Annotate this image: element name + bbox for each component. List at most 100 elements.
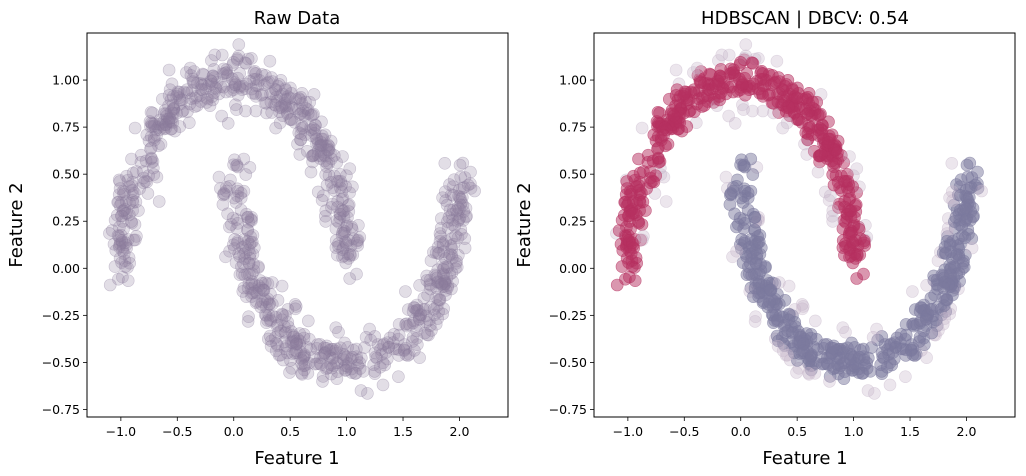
scatter-point xyxy=(297,349,311,363)
scatter-point xyxy=(748,281,762,295)
scatter-point xyxy=(247,257,260,271)
scatter-point xyxy=(248,241,261,255)
scatter-point xyxy=(455,228,468,241)
scatter-point xyxy=(412,304,425,317)
scatter-point xyxy=(337,210,351,224)
scatter-point xyxy=(440,271,454,285)
scatter-point xyxy=(289,338,303,351)
scatter-point xyxy=(183,97,197,111)
scatter-point xyxy=(332,240,345,253)
scatter-point xyxy=(207,63,221,76)
scatter-point xyxy=(223,244,236,258)
scatter-point xyxy=(346,343,360,357)
scatter-point xyxy=(276,308,290,322)
scatter-point xyxy=(164,115,178,129)
scatter-point xyxy=(264,287,277,301)
scatter-point xyxy=(296,351,310,365)
scatter-point xyxy=(230,103,243,116)
scatter-point xyxy=(367,358,381,372)
scatter-point xyxy=(260,97,273,110)
scatter-point xyxy=(726,85,740,99)
scatter-point xyxy=(727,66,740,79)
scatter-point xyxy=(284,336,298,349)
scatter-point xyxy=(417,291,431,305)
scatter-point xyxy=(965,241,979,255)
scatter-point xyxy=(298,348,311,362)
scatter-point xyxy=(113,237,127,251)
scatter-point xyxy=(308,118,322,132)
scatter-point xyxy=(335,193,349,206)
scatter-point xyxy=(129,195,143,209)
scatter-point xyxy=(348,367,362,380)
scatter-point xyxy=(181,86,194,100)
scatter-point xyxy=(162,89,176,102)
scatter-point xyxy=(790,366,803,379)
scatter-point xyxy=(116,204,130,217)
scatter-point xyxy=(252,279,266,293)
scatter-point xyxy=(246,247,260,261)
scatter-point xyxy=(669,63,683,77)
scatter-point xyxy=(709,79,723,92)
scatter-point xyxy=(335,229,349,242)
scatter-point xyxy=(433,235,447,248)
scatter-point xyxy=(427,302,441,316)
scatter-point xyxy=(371,338,385,351)
scatter-point xyxy=(310,136,323,150)
scatter-point xyxy=(190,89,203,103)
scatter-point xyxy=(458,171,472,184)
scatter-point xyxy=(399,285,412,298)
scatter-point xyxy=(293,93,307,106)
scatter-point xyxy=(173,93,187,107)
scatter-point xyxy=(436,237,450,250)
scatter-point xyxy=(241,235,255,248)
scatter-point xyxy=(271,339,284,352)
scatter-point xyxy=(204,74,218,87)
scatter-point xyxy=(143,115,157,128)
scatter-point xyxy=(289,302,302,316)
scatter-point xyxy=(756,104,770,118)
scatter-point xyxy=(239,246,252,260)
scatter-point xyxy=(219,66,232,80)
scatter-point xyxy=(257,284,271,297)
scatter-point xyxy=(234,191,248,205)
scatter-point xyxy=(397,344,411,357)
scatter-point xyxy=(245,82,258,96)
scatter-point xyxy=(438,157,452,170)
scatter-point xyxy=(229,256,243,270)
scatter-point xyxy=(264,95,278,109)
scatter-point xyxy=(227,191,241,205)
scatter-point xyxy=(307,88,321,101)
scatter-point xyxy=(198,77,211,91)
scatter-point xyxy=(165,77,179,91)
scatter-point xyxy=(352,219,365,232)
scatter-point xyxy=(226,72,239,86)
scatter-point xyxy=(254,88,268,102)
scatter-point xyxy=(413,278,426,292)
scatter-point xyxy=(795,298,809,311)
scatter-point xyxy=(201,92,214,106)
scatter-point xyxy=(237,152,251,166)
scatter-point xyxy=(145,130,158,143)
scatter-point xyxy=(796,344,810,358)
scatter-point xyxy=(857,267,870,281)
axes-frame xyxy=(86,32,509,418)
scatter-point xyxy=(117,222,130,236)
scatter-point xyxy=(241,211,255,224)
scatter-point xyxy=(447,203,460,217)
scatter-point xyxy=(264,313,277,326)
scatter-point xyxy=(242,310,255,324)
scatter-point xyxy=(453,158,467,172)
scatter-point xyxy=(326,351,340,365)
scatter-point xyxy=(340,169,353,182)
scatter-point xyxy=(246,235,259,249)
scatter-point xyxy=(281,106,294,119)
scatter-point xyxy=(231,88,245,102)
scatter-point xyxy=(245,286,258,300)
scatter-point xyxy=(728,207,741,221)
scatter-point xyxy=(258,78,271,92)
scatter-point xyxy=(350,350,363,364)
scatter-point xyxy=(392,343,406,357)
x-tick-label: 1.0 xyxy=(337,424,357,439)
scatter-point xyxy=(700,89,714,102)
